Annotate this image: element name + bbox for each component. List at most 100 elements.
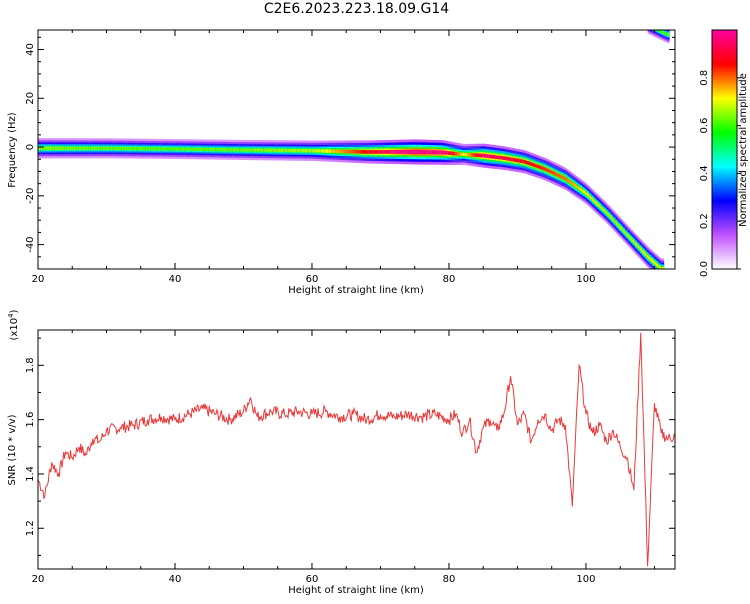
- spectrogram-cell: [371, 150, 375, 154]
- spectrogram-cell: [517, 158, 521, 163]
- spectrogram-cell: [615, 221, 619, 227]
- spectrogram-cell: [71, 146, 75, 150]
- spectrogram-cell: [220, 148, 223, 152]
- spectrogram-cell: [208, 147, 212, 152]
- spectrogram-cell: [349, 149, 353, 154]
- spectrogram-cell: [610, 216, 614, 222]
- spectrogram-cell: [114, 146, 118, 150]
- spectrogram-cell: [376, 150, 379, 154]
- spectrogram-cell: [658, 265, 662, 269]
- spectrogram-cell: [560, 174, 564, 180]
- snr-line: [38, 332, 675, 567]
- spectrogram-cell: [512, 157, 516, 162]
- spectrogram-cell: [634, 241, 638, 248]
- spectrogram-cell: [438, 150, 442, 155]
- spectrogram-cell: [227, 148, 231, 152]
- spectrogram-cell: [440, 150, 444, 155]
- spectrogram-cell: [632, 239, 636, 245]
- spectrogram-cell: [563, 175, 566, 181]
- spectrogram-cell: [594, 199, 597, 206]
- spectrogram-cell: [280, 148, 283, 153]
- y-tick-label: 40: [25, 43, 36, 56]
- spectrogram-cell: [644, 251, 648, 258]
- spectrogram-cell: [548, 169, 552, 174]
- spectrogram-cell: [399, 149, 403, 154]
- spectrogram-cell: [407, 149, 410, 154]
- spectrogram-cell: [505, 156, 509, 161]
- spectrogram-cell: [364, 150, 367, 154]
- spectrogram-cell: [49, 146, 53, 150]
- spectrogram-cell: [292, 148, 295, 153]
- spectrogram-cell: [304, 149, 307, 153]
- spectrogram-cell: [344, 149, 348, 154]
- spectrogram-cell: [90, 146, 94, 150]
- spectrogram-cell: [622, 228, 626, 235]
- spectrogram-cell: [392, 150, 396, 154]
- spectrogram-cell: [428, 150, 432, 155]
- x-tick-label: 40: [169, 274, 182, 285]
- spectrogram-cell: [606, 210, 609, 217]
- spectrogram-cell: [45, 146, 48, 150]
- spectrogram-cell: [330, 149, 334, 153]
- spectrogram-cell: [177, 147, 180, 151]
- spectrogram-cell: [284, 148, 288, 153]
- spectrogram-cell: [462, 152, 466, 157]
- spectrogram-cell: [81, 146, 84, 150]
- spectrogram-cell: [402, 149, 406, 154]
- spectrogram-cell: [452, 151, 456, 156]
- snr-panel: 20 40 60 80 100 1.2 1.4 1.6 1.8 Height of straig…: [7, 309, 676, 596]
- spectrogram-cell: [256, 148, 259, 152]
- spectrogram-cell: [224, 148, 228, 152]
- spectrogram-cell: [203, 147, 207, 152]
- spectrogram-cell: [543, 166, 547, 172]
- spectrogram-cell: [316, 149, 319, 153]
- spectrogram-alias-cell: [648, 24, 651, 28]
- spectrogram-cell: [133, 146, 137, 151]
- spectrogram-cell: [179, 147, 183, 151]
- spectrogram-cell: [308, 149, 312, 153]
- spectrogram-cell: [423, 150, 427, 155]
- spectrogram-cell: [191, 147, 195, 151]
- spectrogram-cell: [639, 246, 643, 253]
- x-tick-label: 100: [576, 574, 595, 585]
- colorbar-tick-label: 0.6: [699, 118, 710, 134]
- spectrogram-cell: [479, 153, 482, 158]
- spectrogram-cell: [181, 147, 185, 151]
- spectrogram-cell: [210, 147, 214, 152]
- spectrogram-cell: [380, 150, 384, 154]
- spectrogram-cell: [500, 155, 504, 160]
- colorbar-tick-label: 0.8: [699, 70, 710, 86]
- spectrogram-cell: [215, 147, 219, 152]
- spectrogram-cell: [306, 149, 310, 153]
- spectrogram-cell: [186, 147, 190, 151]
- x-tick-label: 80: [443, 574, 456, 585]
- spectrogram-cell: [150, 147, 154, 151]
- spectrogram-cell: [510, 157, 514, 162]
- spectrogram-cell: [222, 148, 226, 152]
- spectrogram-cell: [246, 148, 250, 152]
- spectrogram-cell: [598, 204, 602, 210]
- spectrogram-cell: [148, 147, 152, 151]
- spectrogram-alias-cell: [666, 32, 670, 37]
- snr-y-multiplier-exp: 4: [7, 313, 15, 318]
- spectrogram-cell: [141, 147, 144, 151]
- spectrogram-cell: [193, 147, 197, 151]
- spectrogram-cell: [471, 153, 475, 157]
- spectrogram-cell: [119, 146, 123, 151]
- snr-marks: [38, 332, 675, 567]
- spectrogram-cell: [584, 190, 588, 197]
- spectrogram-cell: [335, 149, 339, 154]
- spectrogram-cell: [426, 150, 430, 155]
- spectrogram-cell: [596, 201, 600, 208]
- spectrogram-cell: [105, 146, 108, 150]
- spectrogram-cell: [352, 149, 355, 154]
- spectrogram-cell: [515, 158, 518, 163]
- spectrogram-cell: [52, 146, 56, 150]
- spectrogram-frame: [37, 29, 676, 270]
- spectrogram-cell: [299, 148, 303, 153]
- spectrogram-cell: [577, 185, 581, 191]
- spectrogram-cell: [582, 189, 585, 195]
- spectrogram-cell: [136, 147, 140, 151]
